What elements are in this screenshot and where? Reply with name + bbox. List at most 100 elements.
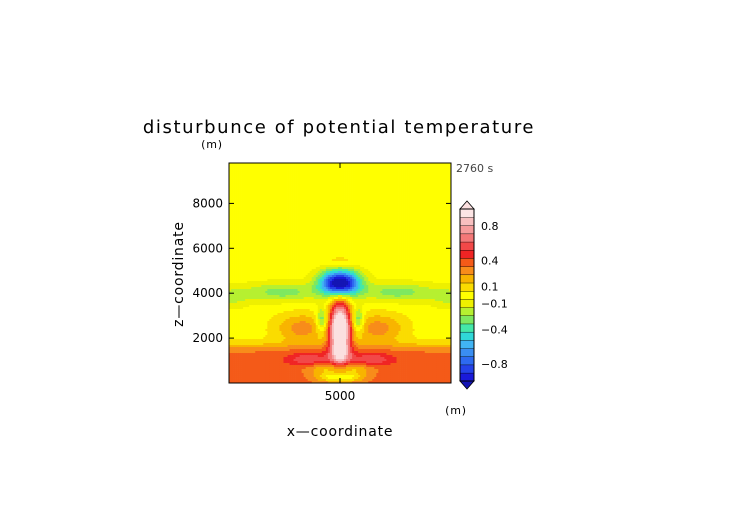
heatmap-cell xyxy=(297,375,300,378)
heatmap-cell xyxy=(247,249,250,252)
heatmap-cell xyxy=(233,317,236,320)
heatmap-cell xyxy=(297,257,300,260)
heatmap-cell xyxy=(257,283,260,286)
heatmap-cell xyxy=(317,321,321,324)
heatmap-cell xyxy=(305,335,309,338)
heatmap-cell xyxy=(237,367,240,370)
heatmap-cell xyxy=(299,301,303,304)
heatmap-cell xyxy=(305,211,309,214)
heatmap-cell xyxy=(307,379,311,382)
heatmap-cell xyxy=(249,197,252,200)
heatmap-cell xyxy=(271,357,274,360)
heatmap-cell xyxy=(265,273,268,276)
heatmap-cell xyxy=(251,277,254,280)
heatmap-cell xyxy=(275,187,278,190)
heatmap-cell xyxy=(281,359,284,362)
heatmap-cell xyxy=(241,369,244,372)
heatmap-cell xyxy=(283,243,286,246)
heatmap-cell xyxy=(305,331,309,334)
heatmap-cell xyxy=(299,209,303,212)
heatmap-cell xyxy=(279,167,282,170)
heatmap-cell xyxy=(283,285,286,288)
heatmap-cell xyxy=(271,177,274,180)
heatmap-cell xyxy=(275,217,278,220)
heatmap-cell xyxy=(297,269,300,272)
heatmap-cell xyxy=(285,265,288,268)
heatmap-cell xyxy=(271,189,274,192)
heatmap-cell xyxy=(251,187,254,190)
heatmap-cell xyxy=(261,175,264,178)
heatmap-cell xyxy=(243,297,246,300)
heatmap-cell xyxy=(239,317,242,320)
heatmap-cell xyxy=(285,169,288,172)
heatmap-cell xyxy=(249,205,252,208)
heatmap-cell xyxy=(291,179,294,182)
heatmap-cell xyxy=(287,371,290,374)
heatmap-cell xyxy=(251,169,254,172)
heatmap-cell xyxy=(281,367,284,370)
heatmap-cell xyxy=(239,265,242,268)
heatmap-cell xyxy=(253,365,256,368)
heatmap-cell xyxy=(233,287,236,290)
heatmap-cell xyxy=(231,313,234,316)
heatmap-cell xyxy=(285,295,288,298)
heatmap-cell xyxy=(235,225,238,228)
heatmap-cell xyxy=(269,175,272,178)
heatmap-cell xyxy=(315,305,319,308)
heatmap-cell xyxy=(297,179,300,182)
heatmap-cell xyxy=(265,327,268,330)
heatmap-cell xyxy=(251,295,254,298)
heatmap-cell xyxy=(291,213,294,216)
heatmap-cell xyxy=(283,321,286,324)
heatmap-cell xyxy=(319,223,323,226)
heatmap-cell xyxy=(257,347,260,350)
heatmap-cell xyxy=(271,293,274,296)
heatmap-cell xyxy=(247,287,250,290)
heatmap-cell xyxy=(263,369,266,372)
heatmap-cell xyxy=(281,201,284,204)
heatmap-cell xyxy=(307,303,311,306)
heatmap-cell xyxy=(241,165,244,168)
heatmap-cell xyxy=(293,363,296,366)
heatmap-cell xyxy=(313,233,317,236)
heatmap-cell xyxy=(313,359,317,362)
heatmap-cell xyxy=(239,185,242,188)
heatmap-cell xyxy=(315,189,319,192)
heatmap-cell xyxy=(257,189,260,192)
heatmap-cell xyxy=(275,255,278,258)
heatmap-cell xyxy=(279,253,282,256)
heatmap-cell xyxy=(275,341,278,344)
heatmap-cell xyxy=(231,235,234,238)
heatmap-cell xyxy=(247,323,250,326)
heatmap-cell xyxy=(265,223,268,226)
heatmap-cell xyxy=(259,371,262,374)
heatmap-cell xyxy=(275,289,278,292)
heatmap-cell xyxy=(251,321,254,324)
heatmap-cell xyxy=(309,351,313,354)
heatmap-cell xyxy=(311,353,315,356)
heatmap-cell xyxy=(279,341,282,344)
heatmap-cell xyxy=(241,255,244,258)
heatmap-cell xyxy=(241,357,244,360)
heatmap-cell xyxy=(297,283,300,286)
heatmap-cell xyxy=(295,353,298,356)
heatmap-cell xyxy=(247,217,250,220)
heatmap-cell xyxy=(307,179,311,182)
heatmap-cell xyxy=(291,331,294,334)
heatmap-cell xyxy=(251,215,254,218)
heatmap-cell xyxy=(285,213,288,216)
heatmap-cell xyxy=(279,235,282,238)
heatmap-cell xyxy=(291,341,294,344)
heatmap-cell xyxy=(291,293,294,296)
heatmap-cell xyxy=(277,267,280,270)
heatmap-cell xyxy=(315,349,319,352)
heatmap-cell xyxy=(319,195,323,198)
heatmap-cell xyxy=(305,237,309,240)
heatmap-cell xyxy=(241,363,244,366)
heatmap-cell xyxy=(271,241,274,244)
heatmap-cell xyxy=(307,329,311,332)
heatmap-cell xyxy=(297,171,300,174)
heatmap-cell xyxy=(305,293,309,296)
heatmap-cell xyxy=(255,379,258,382)
heatmap-cell xyxy=(239,205,242,208)
